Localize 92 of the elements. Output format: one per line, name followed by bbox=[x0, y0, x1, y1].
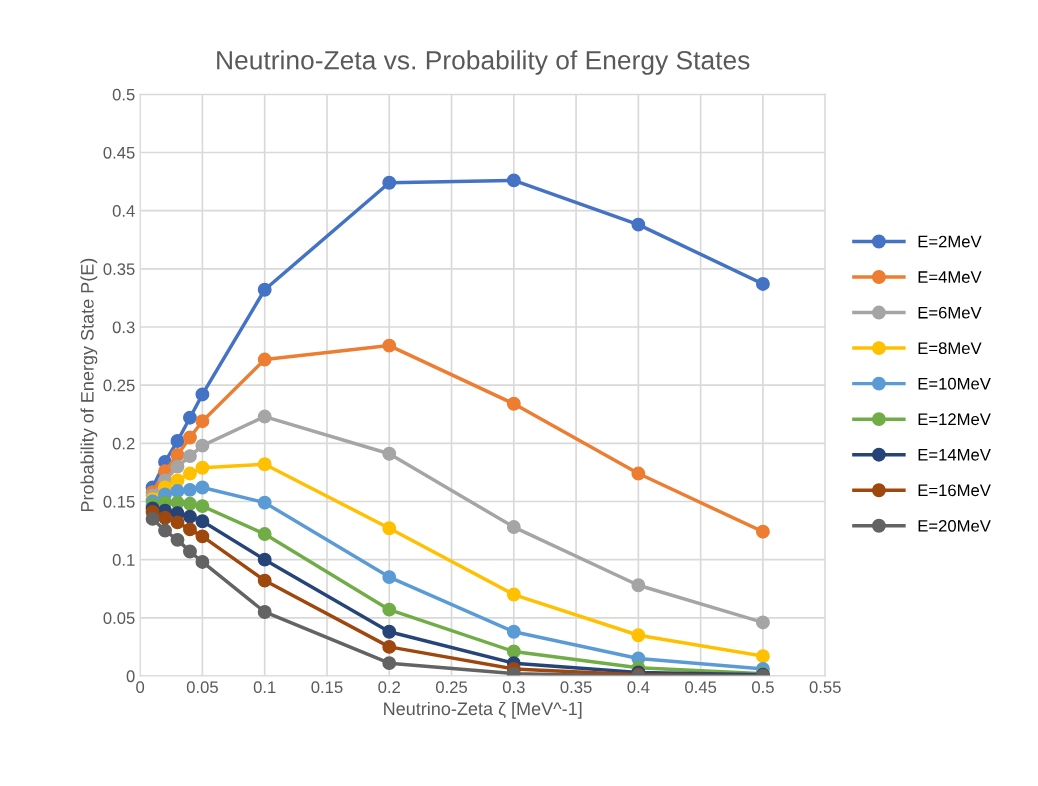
point bbox=[257, 527, 272, 541]
x-tick-label: 0.35 bbox=[560, 681, 592, 694]
y-tick-label: 0.2 bbox=[112, 437, 135, 450]
x-tick-label: 0.05 bbox=[186, 681, 218, 694]
point bbox=[382, 521, 397, 536]
x-tick-label: 0.5 bbox=[752, 681, 774, 694]
legend-label: E=10MeV bbox=[918, 377, 991, 390]
point bbox=[183, 449, 197, 464]
y-tick-label: 0 bbox=[126, 670, 135, 683]
y-tick-label: 0.45 bbox=[103, 146, 135, 159]
legend-label: E=14MeV bbox=[918, 449, 991, 461]
point bbox=[158, 510, 172, 525]
point bbox=[506, 624, 521, 639]
point bbox=[382, 570, 397, 585]
x-tick-label: 0.15 bbox=[311, 681, 343, 694]
point bbox=[170, 532, 185, 547]
point bbox=[183, 509, 197, 524]
point bbox=[195, 480, 210, 495]
point bbox=[755, 276, 770, 291]
point bbox=[183, 410, 197, 425]
point bbox=[506, 396, 521, 411]
point bbox=[195, 514, 210, 529]
legend-label: E=20MeV bbox=[918, 519, 991, 532]
legend-label: E=4MeV bbox=[918, 271, 982, 283]
point bbox=[183, 496, 197, 511]
point bbox=[183, 482, 197, 497]
y-tick-label: 0.15 bbox=[103, 495, 135, 508]
y-tick-label: 0.5 bbox=[112, 88, 135, 101]
x-tick-label: 0.25 bbox=[435, 681, 468, 694]
point bbox=[257, 457, 272, 472]
y-axis-title: Probability of Energy State P(E) bbox=[80, 258, 98, 512]
legend-label: E=8MeV bbox=[918, 342, 982, 355]
point bbox=[158, 523, 172, 538]
x-axis-title: Neutrino-Zeta ζ [MeV^-1] bbox=[384, 701, 582, 719]
point bbox=[382, 624, 397, 639]
point bbox=[382, 446, 397, 461]
x-tick-label: 0.55 bbox=[809, 681, 841, 694]
legend-label: E=6MeV bbox=[918, 306, 982, 319]
point bbox=[195, 529, 210, 544]
point bbox=[183, 466, 197, 481]
point bbox=[631, 628, 646, 643]
point bbox=[755, 524, 770, 539]
point bbox=[183, 522, 197, 537]
x-tick-label: 0.1 bbox=[253, 681, 276, 694]
y-tick-label: 0.35 bbox=[103, 263, 135, 276]
point bbox=[257, 495, 272, 510]
point bbox=[195, 414, 210, 429]
point bbox=[631, 578, 646, 593]
chart-title: Neutrino-Zeta vs. Probability of Energy States bbox=[217, 50, 750, 75]
y-tick-label: 0.4 bbox=[112, 205, 135, 217]
point bbox=[257, 282, 272, 297]
point bbox=[382, 602, 397, 617]
point bbox=[195, 460, 210, 475]
point bbox=[183, 430, 197, 445]
point bbox=[506, 173, 521, 188]
x-tick-label: 0.2 bbox=[378, 681, 400, 694]
point bbox=[382, 656, 397, 671]
point bbox=[506, 644, 521, 659]
point bbox=[195, 499, 210, 514]
y-tick-label: 0.25 bbox=[103, 379, 135, 392]
point bbox=[195, 555, 210, 569]
y-tick-label: 0.05 bbox=[103, 612, 135, 624]
point bbox=[195, 387, 210, 402]
point bbox=[170, 459, 185, 474]
point bbox=[257, 605, 272, 619]
x-tick-label: 0.4 bbox=[627, 681, 650, 694]
point bbox=[257, 352, 272, 367]
legend-label: E=2MeV bbox=[918, 235, 982, 248]
x-tick-label: 0.3 bbox=[502, 681, 525, 694]
point bbox=[257, 409, 272, 424]
legend-label: E=16MeV bbox=[918, 484, 991, 497]
x-tick-label: 0 bbox=[136, 681, 145, 694]
point bbox=[506, 520, 521, 535]
point bbox=[195, 438, 210, 453]
y-tick-label: 0.3 bbox=[112, 321, 135, 334]
point bbox=[257, 573, 272, 588]
point bbox=[145, 511, 160, 526]
point bbox=[382, 338, 397, 353]
point bbox=[170, 515, 185, 530]
point bbox=[257, 552, 272, 567]
legend-label: E=12MeV bbox=[918, 413, 991, 426]
point bbox=[506, 587, 521, 602]
point bbox=[631, 217, 646, 232]
point bbox=[170, 434, 185, 448]
point bbox=[755, 615, 770, 630]
y-tick-label: 0.1 bbox=[112, 554, 135, 566]
point bbox=[183, 544, 197, 559]
point bbox=[382, 175, 397, 190]
x-tick-label: 0.45 bbox=[685, 681, 717, 694]
point bbox=[755, 649, 770, 664]
point bbox=[631, 466, 646, 481]
point bbox=[382, 639, 397, 654]
